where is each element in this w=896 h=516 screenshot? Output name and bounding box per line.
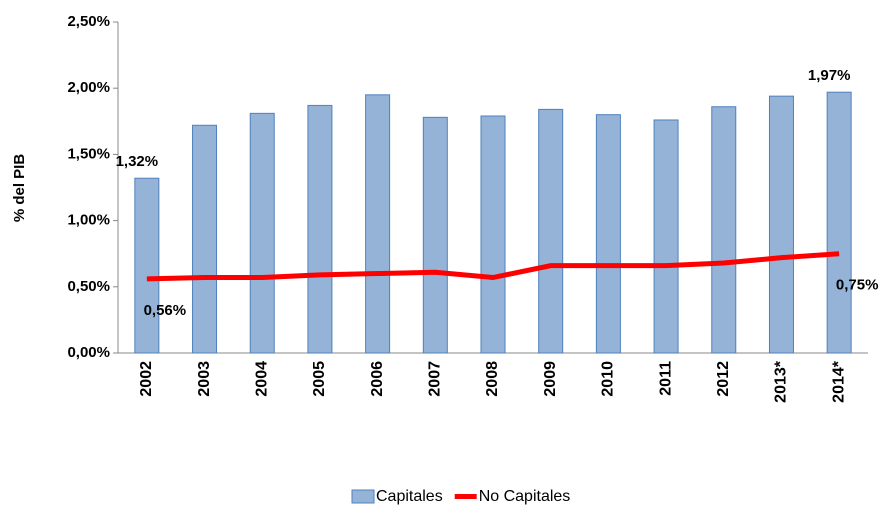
bar bbox=[653, 119, 679, 354]
y-tick-label: 2,50% bbox=[67, 13, 110, 30]
bar bbox=[192, 124, 218, 354]
x-tick-label: 2010 bbox=[600, 361, 617, 397]
y-tick-label: 0,50% bbox=[67, 278, 110, 295]
x-tick-label: 2005 bbox=[311, 361, 328, 397]
legend-swatch bbox=[351, 489, 375, 504]
bar bbox=[480, 115, 506, 354]
bar bbox=[826, 91, 852, 354]
legend-label: Capitales bbox=[376, 488, 443, 505]
bar bbox=[768, 95, 794, 354]
data-label: 1,32% bbox=[116, 153, 159, 170]
x-tick-label: 2009 bbox=[542, 361, 559, 397]
x-tick-label: 2013* bbox=[773, 360, 790, 403]
bar bbox=[365, 94, 391, 354]
bar bbox=[307, 104, 333, 354]
legend-swatch bbox=[454, 494, 477, 499]
y-axis-label: % del PIB bbox=[11, 154, 28, 223]
x-tick-label: 2011 bbox=[657, 361, 674, 396]
bar bbox=[711, 106, 737, 354]
x-tick-label: 2014* bbox=[830, 360, 847, 403]
y-tick-label: 2,00% bbox=[67, 79, 110, 96]
x-tick-label: 2004 bbox=[253, 361, 270, 397]
bar bbox=[595, 114, 621, 354]
y-tick-label: 1,50% bbox=[67, 145, 110, 162]
x-tick-label: 2008 bbox=[484, 361, 501, 397]
x-tick-label: 2012 bbox=[715, 361, 732, 397]
y-tick-label: 0,00% bbox=[67, 344, 110, 361]
bar bbox=[134, 177, 160, 354]
data-label: 0,75% bbox=[836, 277, 879, 294]
line bbox=[146, 251, 840, 282]
bar bbox=[422, 116, 448, 354]
data-label: 1,97% bbox=[808, 67, 851, 84]
legend-label: No Capitales bbox=[479, 488, 571, 505]
x-tick-label: 2006 bbox=[369, 361, 386, 397]
data-label: 0,56% bbox=[144, 302, 187, 319]
y-tick-label: 1,00% bbox=[67, 212, 110, 229]
x-tick-label: 2003 bbox=[196, 361, 213, 397]
bar bbox=[538, 108, 564, 354]
x-tick-label: 2002 bbox=[138, 361, 155, 397]
bar bbox=[249, 112, 275, 354]
x-tick-label: 2007 bbox=[427, 361, 444, 397]
